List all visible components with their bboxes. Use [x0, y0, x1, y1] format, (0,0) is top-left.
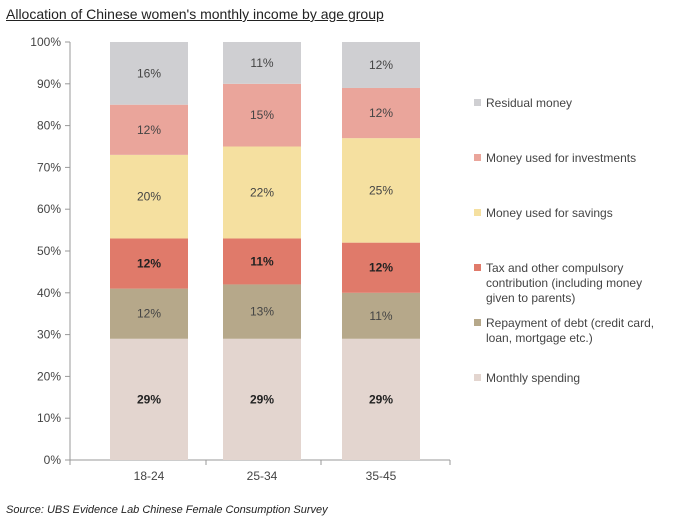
y-tick-label: 60%: [37, 202, 61, 216]
bar-segment: [110, 104, 188, 155]
segment-data-label: 12%: [369, 58, 393, 72]
segment-data-label: 12%: [137, 307, 161, 321]
segment-data-label: 13%: [250, 305, 274, 319]
segment-data-label: 12%: [369, 261, 393, 275]
y-tick-label: 70%: [37, 160, 61, 174]
segment-data-label: 29%: [250, 392, 274, 406]
legend-swatch: [474, 99, 481, 106]
segment-data-label: 15%: [250, 108, 274, 122]
x-tick-label: 25-34: [247, 469, 278, 483]
segment-data-label: 29%: [137, 392, 161, 406]
bar-segment: [342, 42, 420, 88]
bar-segment: [110, 154, 188, 239]
y-tick-label: 0%: [44, 453, 62, 467]
legend-label: Residual money: [486, 96, 572, 110]
segment-data-label: 12%: [137, 123, 161, 137]
segment-data-label: 20%: [137, 190, 161, 204]
bar-segment: [223, 146, 301, 239]
legend-label: Money used for investments: [486, 151, 636, 165]
y-tick-label: 20%: [37, 369, 61, 383]
bar-segment: [342, 338, 420, 460]
y-axis-ticks: 0% 10% 20% 30% 40% 50% 60% 70% 80% 90% 100%: [30, 35, 451, 467]
bar-segment: [110, 338, 188, 460]
segment-data-label: 22%: [250, 185, 274, 199]
y-tick-label: 80%: [37, 119, 61, 133]
legend-swatch: [474, 319, 481, 326]
segment-data-label: 25%: [369, 183, 393, 197]
bar-segment: [342, 292, 420, 339]
legend-swatch: [474, 374, 481, 381]
bar-segment: [110, 42, 188, 105]
bar-segment: [342, 138, 420, 243]
x-tick-label: 18-24: [134, 469, 165, 483]
segment-data-label: 12%: [137, 257, 161, 271]
bar-segment: [110, 288, 188, 339]
source-note: Source: UBS Evidence Lab Chinese Female …: [6, 504, 328, 516]
chart-title: Allocation of Chinese women's monthly in…: [6, 6, 384, 22]
legend-swatch: [474, 154, 481, 161]
legend-label: Monthly spending: [486, 371, 580, 385]
segment-data-label: 11%: [369, 309, 392, 323]
stacked-bar-chart: 0% 10% 20% 30% 40% 50% 60% 70% 80% 90% 100% 29% 12%…: [30, 35, 654, 483]
legend-swatch: [474, 209, 481, 216]
bar-segment: [110, 238, 188, 289]
y-tick-label: 50%: [37, 244, 61, 258]
y-tick-label: 90%: [37, 77, 61, 91]
y-tick-label: 30%: [37, 328, 61, 342]
segment-data-label: 11%: [250, 56, 273, 70]
bar-segment: [223, 284, 301, 339]
legend-label: Tax and other compulsory contribution (in…: [486, 261, 642, 305]
bar-segment: [223, 338, 301, 460]
segment-data-label: 11%: [250, 254, 274, 268]
legend-swatch: [474, 264, 481, 271]
bars: 29% 12% 12% 20% 12% 16% 18-24 29% 13% 11% 22% 15% 11…: [110, 42, 420, 483]
legend: Monthly spending Repayment of debt (credi…: [474, 96, 654, 385]
bar-segment: [223, 83, 301, 147]
legend-label: Money used for savings: [486, 206, 613, 220]
y-tick-label: 100%: [30, 35, 61, 49]
segment-data-label: 12%: [369, 106, 393, 120]
y-tick-label: 40%: [37, 286, 61, 300]
legend-label: Repayment of debt (credit card, loan, mor…: [486, 316, 654, 345]
segment-data-label: 29%: [369, 392, 393, 406]
bar-segment: [223, 238, 301, 285]
bar-segment: [223, 42, 301, 84]
x-tick-label: 35-45: [366, 469, 397, 483]
y-tick-label: 10%: [37, 411, 61, 425]
bar-segment: [342, 242, 420, 293]
segment-data-label: 16%: [137, 66, 161, 80]
bar-segment: [342, 87, 420, 139]
